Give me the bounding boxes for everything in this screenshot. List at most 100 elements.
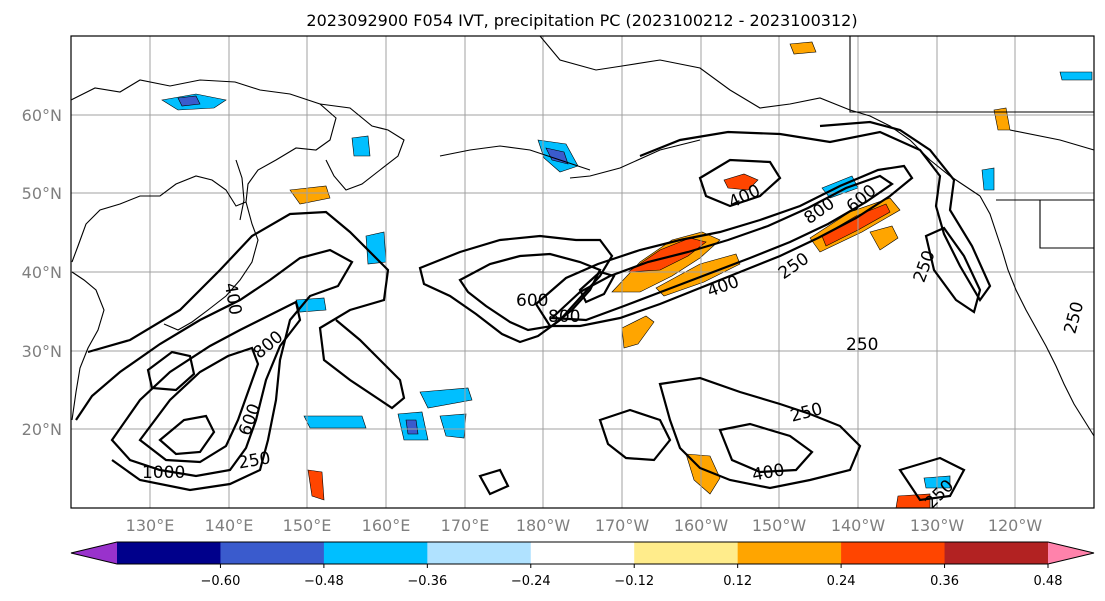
colorbar: −0.60 −0.48 −0.36 −0.24 −0.12 0.12 0.24 0.36 0.4… bbox=[70, 541, 1095, 589]
precip-negative-subtrop-2 bbox=[303, 415, 367, 429]
colorbar-segment bbox=[634, 542, 739, 564]
precip-negative-canada bbox=[1059, 71, 1093, 81]
colorbar-segment bbox=[323, 542, 428, 564]
ivt-contour-250-central bbox=[418, 234, 614, 344]
colorbar-tick-label: −0.60 bbox=[201, 574, 241, 589]
ivt-contour-400-gulf bbox=[698, 158, 782, 208]
coastline-alaska-peninsula bbox=[569, 139, 701, 179]
lon-label-140w: 140°W bbox=[831, 516, 886, 535]
precip-positive-japan bbox=[289, 185, 331, 205]
ivt-contour-1000-west bbox=[158, 414, 216, 456]
precip-positive-coast bbox=[869, 225, 899, 251]
figure-title: 2023092900 F054 IVT, precipitation PC (2… bbox=[306, 11, 857, 30]
ivt-contour-250-south-2 bbox=[598, 408, 672, 462]
contour-label-800-central: 800 bbox=[548, 307, 580, 327]
colorbar-tick-label: 0.48 bbox=[1034, 574, 1063, 589]
lon-label-170w: 170°W bbox=[595, 516, 650, 535]
ivt-contour-250-east bbox=[924, 226, 982, 314]
ivt-contour-250-south bbox=[658, 376, 862, 490]
ivt-contour-400-south bbox=[718, 422, 814, 474]
lon-label-140e: 140°E bbox=[205, 516, 254, 535]
colorbar-segments bbox=[71, 542, 1094, 564]
colorbar-segment bbox=[737, 542, 842, 564]
precip-strong-ne-band bbox=[821, 203, 891, 247]
coastline-alaska bbox=[539, 35, 981, 197]
lat-label-50n: 50°N bbox=[22, 184, 62, 203]
precip-negative-bering-core bbox=[177, 95, 201, 107]
ivt-contour-400-west bbox=[75, 248, 354, 492]
precip-positive-sw bbox=[307, 469, 325, 501]
border-states-1 bbox=[1039, 200, 1094, 249]
lat-label-40n: 40°N bbox=[22, 263, 62, 282]
contour-label-1000-west: 1000 bbox=[142, 463, 185, 483]
precip-negative-ne-edge bbox=[981, 167, 995, 191]
precip-negative-west bbox=[295, 297, 327, 313]
ivt-contour-250-sw bbox=[478, 468, 510, 496]
longitude-labels: 130°E 140°E 150°E 160°E 170°E 180°W 170°… bbox=[126, 516, 1043, 535]
colorbar-tick-label: 0.24 bbox=[827, 574, 856, 589]
contour-label-250-se: 250 bbox=[846, 335, 878, 355]
lat-label-20n: 20°N bbox=[22, 420, 62, 439]
ivt-contour-600-west bbox=[110, 300, 302, 478]
ivt-contour-closed-central bbox=[578, 270, 616, 304]
precip-negative-subtrop-core bbox=[405, 419, 419, 435]
lon-label-120w: 120°W bbox=[988, 516, 1043, 535]
lon-label-150e: 150°E bbox=[283, 516, 332, 535]
colorbar-tick-label: −0.48 bbox=[304, 574, 344, 589]
colorbar-tick-label: −0.36 bbox=[407, 574, 447, 589]
lon-label-160e: 160°E bbox=[362, 516, 411, 535]
map-panel: 1000 800 600 250 400 600 800 400 400 800… bbox=[70, 35, 1095, 513]
lon-label-130w: 130°W bbox=[910, 516, 965, 535]
coastlines bbox=[70, 35, 1095, 437]
latitude-labels: 60°N 50°N 40°N 30°N 20°N bbox=[22, 106, 62, 439]
colorbar-extend-high bbox=[1048, 542, 1094, 564]
precip-positive-gulf bbox=[723, 173, 759, 191]
lon-label-170e: 170°E bbox=[441, 516, 490, 535]
ivt-contour-250-west bbox=[87, 210, 406, 410]
colorbar-segment bbox=[530, 542, 635, 564]
coastline-asia bbox=[70, 79, 337, 263]
lon-label-180w: 180°W bbox=[516, 516, 571, 535]
precip-negative-subtrop-1 bbox=[419, 387, 473, 409]
colorbar-tick-label: 0.12 bbox=[723, 574, 752, 589]
colorbar-segment bbox=[944, 542, 1049, 564]
precip-positive-south bbox=[621, 315, 655, 349]
lon-label-150w: 150°W bbox=[752, 516, 807, 535]
contour-label-600-central: 600 bbox=[516, 291, 548, 311]
map-frame bbox=[70, 35, 1095, 509]
border-states-2 bbox=[1009, 129, 1095, 151]
border-canada-us bbox=[849, 36, 1094, 113]
precip-positive-sea-small-1 bbox=[789, 41, 817, 55]
colorbar-tick-label: −0.12 bbox=[614, 574, 654, 589]
lat-label-30n: 30°N bbox=[22, 342, 62, 361]
lat-label-60n: 60°N bbox=[22, 106, 62, 125]
coastline-sakhalin bbox=[235, 159, 245, 221]
colorbar-tick-label: −0.24 bbox=[511, 574, 551, 589]
ivt-contour-800-central bbox=[549, 174, 894, 322]
colorbar-segment bbox=[117, 542, 221, 564]
ivt-contour-250-gulf bbox=[639, 120, 992, 303]
colorbar-segment bbox=[841, 542, 946, 564]
precip-negative-aleutian-core bbox=[545, 147, 569, 165]
colorbar-outline bbox=[70, 541, 1095, 565]
lon-label-160w: 160°W bbox=[674, 516, 729, 535]
precip-positive-areas bbox=[289, 41, 1011, 509]
coastline-japan bbox=[163, 201, 259, 331]
ivt-contour-400-central bbox=[458, 252, 602, 332]
colorbar-segment bbox=[427, 542, 532, 564]
ivt-contour-closed-west bbox=[146, 350, 196, 392]
colorbar-tick-label: 0.36 bbox=[930, 574, 959, 589]
lon-label-130e: 130°E bbox=[126, 516, 175, 535]
coastline-kamchatka bbox=[319, 103, 405, 191]
ivt-contours bbox=[75, 120, 992, 502]
precip-negative-kamchatka bbox=[351, 135, 371, 157]
coastline-aleutian-chain bbox=[439, 145, 591, 171]
colorbar-extend-low bbox=[71, 542, 117, 564]
ivt-contour-600-central bbox=[534, 164, 914, 328]
coastline-north-america bbox=[979, 195, 1095, 437]
precip-strong-ar-band bbox=[626, 237, 707, 273]
colorbar-segment bbox=[220, 542, 325, 564]
ivt-contour-250-se bbox=[898, 456, 966, 502]
colorbar-ticks: −0.60 −0.48 −0.36 −0.24 −0.12 0.12 0.24 0.36 0.4… bbox=[201, 564, 1063, 589]
